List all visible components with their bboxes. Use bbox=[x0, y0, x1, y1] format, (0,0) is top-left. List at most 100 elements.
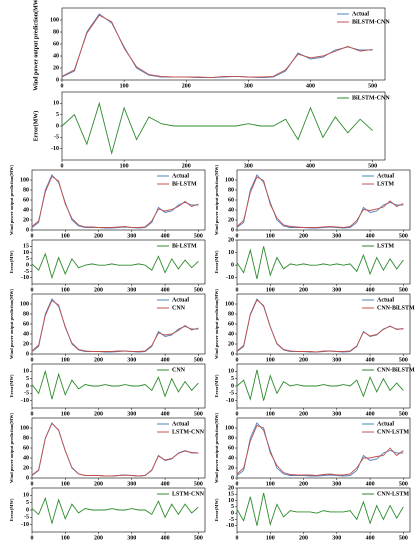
y-tick-label: 20 bbox=[23, 217, 29, 223]
x-tick-label: 300 bbox=[127, 287, 136, 293]
x-tick-label: 100 bbox=[266, 411, 275, 417]
series-line bbox=[31, 252, 199, 280]
x-tick-label: 0 bbox=[31, 481, 34, 487]
y-tick-label: 0 bbox=[231, 475, 234, 481]
series-line bbox=[236, 176, 404, 228]
x-tick-label: 400 bbox=[161, 287, 170, 293]
x-tick-label: 300 bbox=[127, 357, 136, 363]
x-tick-label: 400 bbox=[366, 535, 375, 541]
legend-label: CNN-LSTM bbox=[377, 491, 409, 497]
y-tick-label: 5 bbox=[26, 256, 29, 262]
x-tick-label: 400 bbox=[161, 357, 170, 363]
y-tick-label: 0 bbox=[26, 227, 29, 233]
y-tick-label: 60 bbox=[23, 197, 29, 203]
x-tick-label: 500 bbox=[399, 357, 408, 363]
y-axis-label: Error(MW) bbox=[214, 250, 219, 273]
x-tick-label: 300 bbox=[332, 481, 341, 487]
y-tick-label: 10 bbox=[23, 250, 29, 256]
x-tick-label: 300 bbox=[332, 233, 341, 239]
x-tick-label: 200 bbox=[94, 233, 103, 239]
legend-label: Actual bbox=[172, 421, 189, 427]
x-tick-label: 400 bbox=[366, 233, 375, 239]
y-tick-label: -10 bbox=[21, 522, 29, 528]
y-tick-label: 60 bbox=[228, 445, 234, 451]
series-line bbox=[31, 175, 199, 228]
y-tick-label: 40 bbox=[23, 331, 29, 337]
x-tick-label: 400 bbox=[306, 163, 315, 169]
y-tick-label: 80 bbox=[228, 435, 234, 441]
y-axis-label: Error(MW) bbox=[214, 498, 219, 521]
y-axis-label: Error(MW) bbox=[9, 498, 14, 521]
y-tick-label: 0 bbox=[231, 383, 234, 389]
y-tick-label: -5 bbox=[229, 391, 234, 397]
y-tick-label: 40 bbox=[23, 455, 29, 461]
x-tick-label: 100 bbox=[61, 287, 70, 293]
x-tick-label: 200 bbox=[299, 535, 308, 541]
y-tick-label: 0 bbox=[26, 475, 29, 481]
x-tick-label: 200 bbox=[299, 233, 308, 239]
x-tick-label: 100 bbox=[266, 535, 275, 541]
y-tick-label: 0 bbox=[56, 123, 59, 129]
x-tick-label: 0 bbox=[31, 535, 34, 541]
x-tick-label: 500 bbox=[194, 535, 203, 541]
y-tick-label: -5 bbox=[54, 135, 59, 141]
y-tick-label: 5 bbox=[231, 376, 234, 382]
y-tick-label: 0 bbox=[26, 507, 29, 513]
legend-label: CNN bbox=[172, 305, 186, 311]
y-tick-label: -10 bbox=[226, 523, 234, 529]
legend-label: Bi-LSTM bbox=[172, 243, 197, 249]
x-tick-label: 100 bbox=[61, 411, 70, 417]
x-tick-label: 200 bbox=[299, 481, 308, 487]
x-tick-label: 100 bbox=[61, 233, 70, 239]
x-tick-label: 0 bbox=[236, 535, 239, 541]
y-tick-label: 5 bbox=[231, 504, 234, 510]
x-tick-label: 200 bbox=[182, 163, 191, 169]
y-tick-label: -5 bbox=[229, 517, 234, 523]
x-tick-label: 100 bbox=[61, 535, 70, 541]
x-tick-label: 300 bbox=[127, 481, 136, 487]
y-axis-label: Error(MW) bbox=[32, 111, 39, 142]
x-tick-label: 300 bbox=[244, 83, 253, 89]
series-line bbox=[31, 422, 199, 477]
x-tick-label: 500 bbox=[194, 481, 203, 487]
x-tick-label: 200 bbox=[299, 411, 308, 417]
y-tick-label: 80 bbox=[23, 187, 29, 193]
series-line bbox=[61, 14, 373, 79]
y-tick-label: 100 bbox=[225, 301, 234, 307]
y-axis-label: Wind power output prediction(MW) bbox=[9, 412, 14, 483]
x-tick-label: 200 bbox=[94, 357, 103, 363]
y-tick-label: 40 bbox=[228, 455, 234, 461]
y-tick-label: 5 bbox=[26, 500, 29, 506]
y-tick-label: 100 bbox=[225, 177, 234, 183]
x-tick-label: 100 bbox=[120, 163, 129, 169]
y-tick-label: 15 bbox=[23, 244, 29, 250]
legend-label: CNN bbox=[172, 367, 186, 373]
x-tick-label: 0 bbox=[236, 411, 239, 417]
y-tick-label: 20 bbox=[23, 341, 29, 347]
y-tick-label: -5 bbox=[24, 269, 29, 275]
y-axis-label: Wind power output prediction(MW) bbox=[214, 164, 219, 235]
legend-label: CNN-BiLSTM bbox=[377, 367, 415, 373]
legend-label: CNN-BiLSTM bbox=[377, 305, 415, 311]
legend-label: Actual bbox=[377, 297, 394, 303]
y-axis-label: Wind power output prediction(MW) bbox=[32, 0, 39, 91]
x-tick-label: 100 bbox=[266, 287, 275, 293]
y-axis-label: Error(MW) bbox=[9, 374, 14, 397]
y-tick-label: 60 bbox=[23, 321, 29, 327]
x-tick-label: 0 bbox=[31, 357, 34, 363]
y-tick-label: 20 bbox=[53, 65, 59, 71]
x-tick-label: 100 bbox=[61, 357, 70, 363]
y-tick-label: -10 bbox=[226, 398, 234, 404]
x-tick-label: 0 bbox=[236, 287, 239, 293]
y-tick-label: 20 bbox=[228, 465, 234, 471]
x-tick-label: 400 bbox=[366, 481, 375, 487]
legend-label: CNN-LSTM bbox=[377, 429, 409, 435]
legend-label: LSTM bbox=[377, 181, 394, 187]
y-tick-label: -10 bbox=[21, 398, 29, 404]
x-tick-label: 400 bbox=[366, 287, 375, 293]
y-tick-label: 80 bbox=[23, 311, 29, 317]
y-tick-label: -10 bbox=[226, 275, 234, 281]
x-tick-label: 400 bbox=[161, 535, 170, 541]
y-tick-label: 60 bbox=[228, 321, 234, 327]
x-tick-label: 400 bbox=[366, 411, 375, 417]
